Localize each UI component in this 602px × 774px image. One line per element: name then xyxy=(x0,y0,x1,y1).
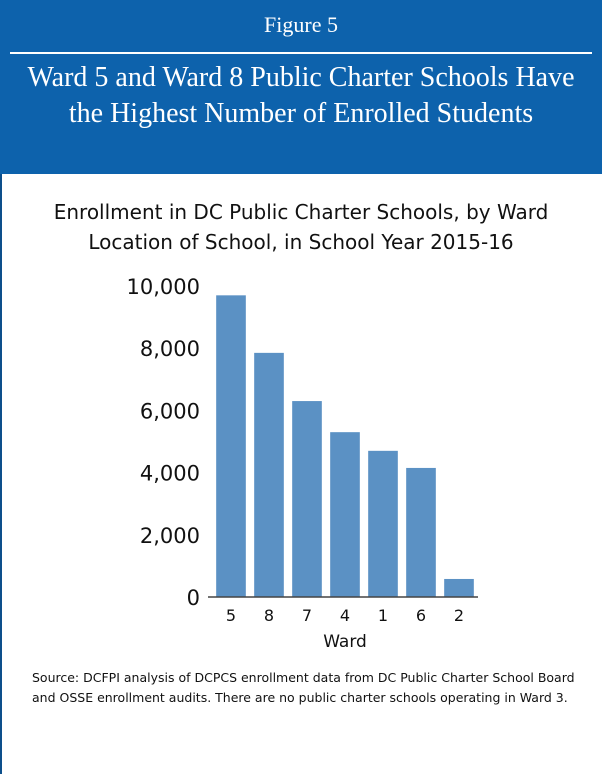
x-tick-label: 7 xyxy=(302,606,312,625)
chart-title: Enrollment in DC Public Charter Schools,… xyxy=(53,200,549,254)
bar-ward-6 xyxy=(406,467,436,597)
bar-ward-4 xyxy=(330,432,360,597)
y-tick-label: 2,000 xyxy=(140,524,200,548)
y-tick-label: 10,000 xyxy=(127,275,200,299)
y-tick-label: 4,000 xyxy=(140,462,200,486)
y-tick-label: 6,000 xyxy=(140,399,200,423)
bar-ward-2 xyxy=(444,578,474,597)
bar-ward-7 xyxy=(292,401,322,597)
x-tick-label: 4 xyxy=(340,606,350,625)
x-axis-label: Ward xyxy=(323,632,367,652)
bar-ward-5 xyxy=(216,295,246,597)
figure-header: Figure 5 Ward 5 and Ward 8 Public Charte… xyxy=(0,0,602,174)
figure-title: Ward 5 and Ward 8 Public Charter Schools… xyxy=(27,62,575,129)
x-tick-label: 8 xyxy=(264,606,274,625)
x-tick-label: 1 xyxy=(378,606,388,625)
source-note: Source: DCFPI analysis of DCPCS enrollme… xyxy=(32,670,575,705)
bar-ward-1 xyxy=(368,450,398,597)
bar-ward-8 xyxy=(254,352,284,597)
y-tick-label: 8,000 xyxy=(140,337,200,361)
bar-chart: 5 8 7 4 1 6 2 Ward 0 2,000 4,000 6,000 8,000 10,000 xyxy=(127,275,478,652)
x-tick-label: 2 xyxy=(454,606,464,625)
x-tick-label: 5 xyxy=(226,606,236,625)
y-tick-label: 0 xyxy=(187,586,200,610)
x-tick-label: 6 xyxy=(416,606,426,625)
figure-label: Figure 5 xyxy=(264,12,338,37)
header-divider xyxy=(10,52,592,54)
